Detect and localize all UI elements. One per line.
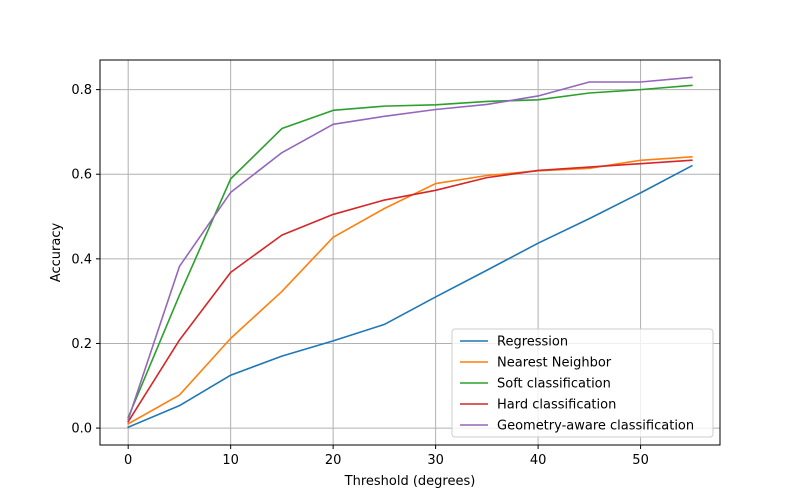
legend-box bbox=[451, 328, 714, 438]
x-tick-label: 50 bbox=[632, 453, 649, 468]
legend: Regression Nearest Neighbor Soft classific… bbox=[451, 328, 714, 438]
x-tick-label: 10 bbox=[222, 453, 239, 468]
legend-label: Regression bbox=[497, 335, 568, 350]
x-axis-label: Threshold (degrees) bbox=[344, 474, 476, 489]
x-tick-label: 0 bbox=[124, 453, 132, 468]
y-axis-label: Accuracy bbox=[49, 223, 64, 283]
y-tick-label: 0.6 bbox=[71, 168, 92, 183]
legend-label: Geometry-aware classification bbox=[497, 419, 694, 434]
y-tick-label: 0.8 bbox=[71, 83, 92, 98]
series-line-geometry-aware-classification bbox=[127, 76, 693, 421]
legend-label: Nearest Neighbor bbox=[497, 356, 612, 371]
series-line-soft-classification bbox=[127, 84, 693, 419]
series-line-hard-classification bbox=[127, 159, 693, 423]
plot-frame bbox=[99, 59, 721, 446]
x-tick-label: 30 bbox=[427, 453, 444, 468]
x-tick-label: 20 bbox=[325, 453, 342, 468]
series-lines bbox=[127, 76, 693, 429]
series-line-regression bbox=[127, 164, 693, 429]
legend-label: Soft classification bbox=[497, 377, 611, 392]
y-tick-label: 0.2 bbox=[71, 337, 92, 352]
y-tick-label: 0.0 bbox=[71, 422, 92, 437]
legend-label: Hard classification bbox=[497, 398, 616, 413]
y-tick-label: 0.4 bbox=[71, 252, 92, 267]
axis-ticks: 0 10 20 30 40 50 0.0 0.2 0.4 0.6 0.8 bbox=[71, 83, 649, 468]
x-tick-label: 40 bbox=[530, 453, 547, 468]
